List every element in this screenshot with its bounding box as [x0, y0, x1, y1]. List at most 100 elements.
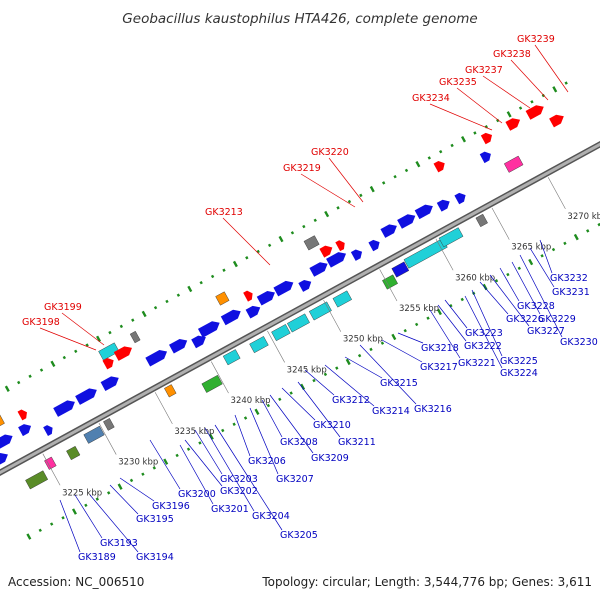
blue-gene-label: GK3231: [552, 287, 590, 298]
guide-dot: [450, 143, 454, 148]
guide-dot: [436, 308, 442, 316]
gene-block: [25, 470, 49, 490]
kbp-tick-label: 3260 kbp: [455, 273, 495, 283]
gene-block: [83, 425, 105, 444]
guide-dot: [300, 383, 306, 391]
guide-dot: [382, 181, 386, 185]
guide-dot: [254, 408, 260, 415]
gene-block: [271, 324, 291, 342]
guide-dot: [108, 330, 112, 335]
blue-gene-label: GK3196: [152, 501, 190, 512]
guide-dot: [187, 285, 193, 293]
gene-block: [287, 313, 310, 333]
guide-dot: [564, 81, 568, 85]
guide-dot: [494, 279, 499, 283]
guide-dot: [404, 168, 409, 173]
guide-dot: [95, 497, 99, 501]
gene-block: [503, 155, 524, 173]
red-gene-label: GK3199: [44, 302, 82, 313]
gene-arrow: [326, 252, 347, 268]
red-leader-line: [456, 87, 503, 124]
red-leader-line: [39, 327, 97, 351]
gene-arrow: [479, 151, 491, 164]
red-leader-line: [429, 103, 493, 131]
blue-leader-line: [179, 444, 214, 505]
guide-dot: [84, 503, 88, 508]
blue-leader-line: [511, 261, 541, 315]
red-leader-line: [61, 312, 105, 346]
guide-dot: [278, 235, 284, 243]
guide-dot: [28, 374, 32, 378]
gene-arrow: [100, 376, 119, 391]
gene-block: [303, 235, 320, 251]
blue-leader-line: [89, 494, 139, 553]
gene-block: [201, 374, 223, 393]
guide-dot: [165, 299, 169, 304]
guide-dot: [71, 508, 77, 515]
guide-dot: [176, 293, 181, 297]
gene-arrow: [549, 114, 564, 128]
blue-gene-label: GK3221: [458, 358, 496, 369]
kbp-tick-label: 3250 kbp: [343, 335, 383, 345]
gene-arrow: [433, 160, 445, 173]
blue-leader-line: [344, 356, 383, 379]
blue-gene-label: GK3226: [506, 314, 544, 325]
guide-dot: [141, 472, 145, 476]
gene-block: [382, 274, 398, 290]
blue-leader-line: [381, 339, 423, 363]
guide-dot: [278, 397, 282, 402]
red-gene-label: GK3235: [439, 77, 477, 88]
gene-arrow: [53, 400, 75, 417]
red-gene-label: GK3234: [412, 93, 450, 104]
blue-leader-line: [437, 304, 467, 342]
guide-dot: [221, 428, 225, 433]
blue-gene-label: GK3212: [332, 395, 370, 406]
gene-arrow: [0, 453, 8, 466]
blue-gene-label: GK3206: [248, 456, 286, 467]
blue-leader-line: [519, 254, 563, 338]
guide-dot: [552, 86, 558, 93]
gene-arrow: [380, 224, 397, 238]
guide-dot: [198, 441, 202, 445]
blue-gene-label: GK3211: [338, 437, 376, 448]
guide-dot: [530, 100, 534, 104]
guide-dot: [39, 368, 44, 372]
gene-block: [332, 290, 353, 308]
blue-gene-label: GK3215: [380, 378, 418, 389]
gene-arrow: [454, 192, 466, 205]
topology-text: Topology: circular; Length: 3,544,776 bp…: [261, 575, 592, 589]
blue-leader-line: [464, 295, 503, 369]
kbp-tick-line: [491, 207, 510, 240]
blue-gene-label: GK3189: [78, 552, 116, 563]
guide-dot: [439, 149, 443, 154]
genome-backbone: [0, 140, 600, 476]
gene-arrow: [169, 338, 188, 354]
guide-dot: [324, 210, 330, 218]
guide-dot: [369, 185, 375, 193]
blue-gene-label: GK3218: [421, 343, 459, 354]
guide-dot: [62, 355, 67, 360]
gene-block: [66, 445, 81, 461]
guide-dot: [528, 258, 534, 266]
gene-block: [308, 301, 332, 321]
guide-dot: [336, 206, 340, 210]
blue-leader-line: [214, 424, 283, 531]
kbp-ticks: 3225 kbp 3230 kbp 3235 kbp 3240 kbp 3245 kbp…: [42, 177, 600, 498]
blue-gene-label: GK3209: [311, 453, 349, 464]
gene-arrow: [414, 204, 433, 220]
gene-arrow: [191, 335, 206, 349]
guide-dot: [312, 378, 316, 383]
guide-dot: [290, 231, 295, 235]
blue-gene-label: GK3210: [313, 420, 351, 431]
guide-dot: [369, 347, 373, 352]
blue-gene-label: GK3201: [211, 504, 249, 515]
blue-gene-label: GK3225: [500, 356, 538, 367]
blue-leader-line: [194, 429, 223, 475]
guide-dot: [573, 233, 579, 241]
guide-dot: [302, 224, 306, 229]
kbp-tick-line: [210, 361, 229, 394]
blue-leader-line: [269, 394, 314, 454]
guide-dot: [496, 118, 500, 123]
blue-leader-line: [297, 381, 341, 438]
